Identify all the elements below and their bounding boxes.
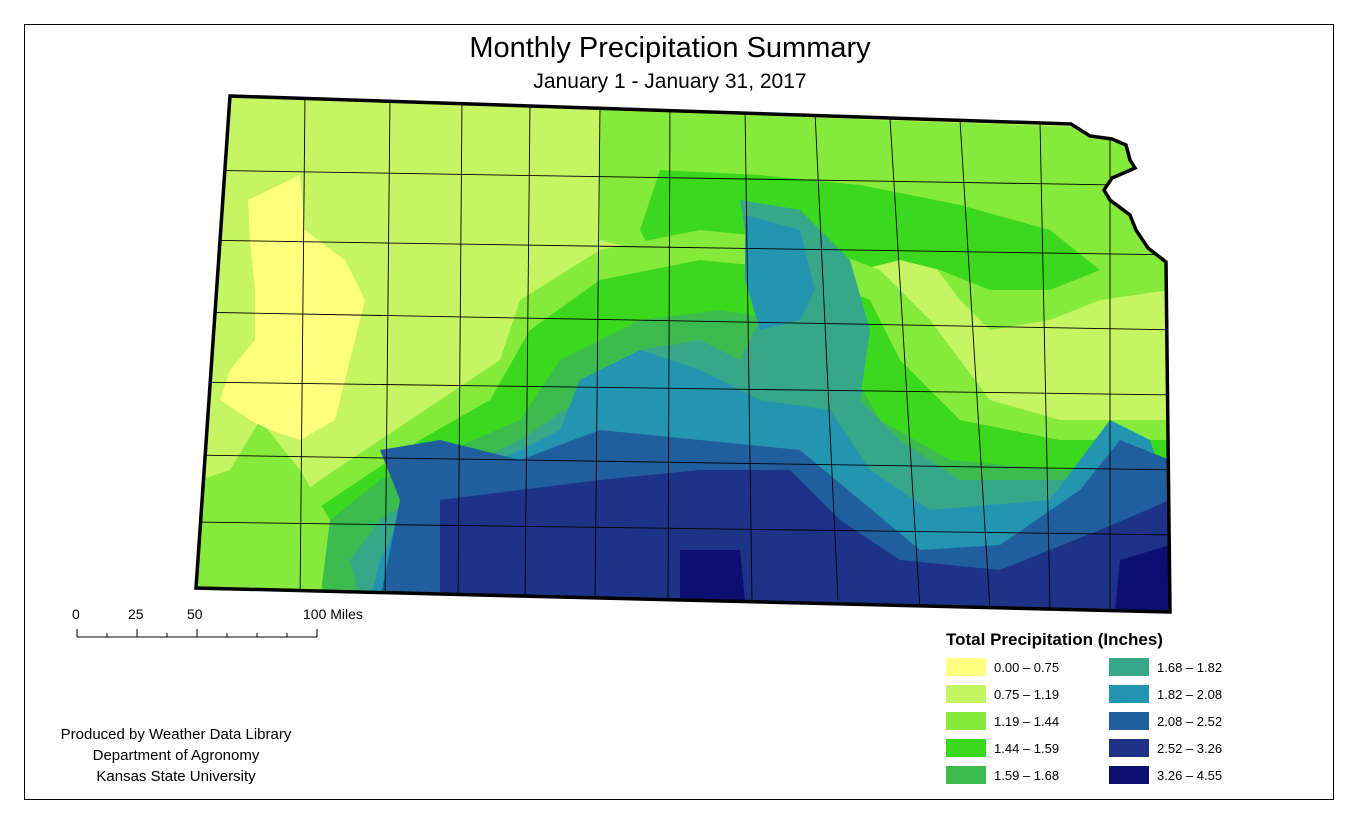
scale-tick-0: 0 [72,606,80,622]
legend-item: 1.68 – 1.82 [1109,656,1222,678]
county-cols [299,96,1111,611]
legend-swatch [1109,685,1149,703]
legend-swatch [946,712,986,730]
map-subtitle: January 1 - January 31, 2017 [533,70,807,93]
legend-label: 0.00 – 0.75 [994,659,1060,675]
scale-tick-25: 25 [128,606,144,622]
map-frame [24,24,1334,800]
legend-label: 1.19 – 1.44 [994,713,1060,729]
legend-item: 3.26 – 4.55 [1109,764,1222,786]
legend-item: 1.59 – 1.68 [946,764,1059,786]
state-outline [194,94,1172,614]
legend-swatch [946,739,986,757]
credit-line-2: Department of Agronomy [92,747,260,764]
legend-swatch [946,658,986,676]
legend-item: 0.00 – 0.75 [946,656,1059,678]
credit-line-3: Kansas State University [96,768,256,785]
legend-label: 1.68 – 1.82 [1157,659,1223,675]
legend-item: 1.44 – 1.59 [946,737,1059,759]
credit-line-1: Produced by Weather Data Library [60,726,292,743]
legend-swatch [946,685,986,703]
legend-item: 1.82 – 2.08 [1109,683,1222,705]
legend-label: 1.44 – 1.59 [994,740,1060,756]
legend-label: 0.75 – 1.19 [994,686,1060,702]
scale-tick-50: 50 [187,606,203,622]
scale-bar [76,629,318,638]
legend-title: Total Precipitation (Inches) [946,630,1163,649]
county-borders [196,96,1170,611]
legend-label: 1.59 – 1.68 [994,767,1060,783]
legend-swatch [946,766,986,784]
legend-item: 0.75 – 1.19 [946,683,1059,705]
legend-swatch [1109,658,1149,676]
scale-tick-100: 100 Miles [303,606,363,622]
legend-label: 3.26 – 4.55 [1157,767,1223,783]
legend-item: 2.08 – 2.52 [1109,710,1222,732]
legend-swatch [1109,766,1149,784]
county-rows [196,169,1170,536]
legend-label: 2.52 – 3.26 [1157,740,1223,756]
legend-label: 1.82 – 2.08 [1157,686,1223,702]
zone-455 [680,545,1170,612]
map-title: Monthly Precipitation Summary [469,32,871,64]
legend-label: 2.08 – 2.52 [1157,713,1223,729]
precipitation-zones [196,96,1170,612]
legend-swatch [1109,739,1149,757]
legend-swatch [1109,712,1149,730]
legend-item: 1.19 – 1.44 [946,710,1059,732]
credits: Produced by Weather Data Library Departm… [30,724,322,787]
legend-item: 2.52 – 3.26 [1109,737,1222,759]
